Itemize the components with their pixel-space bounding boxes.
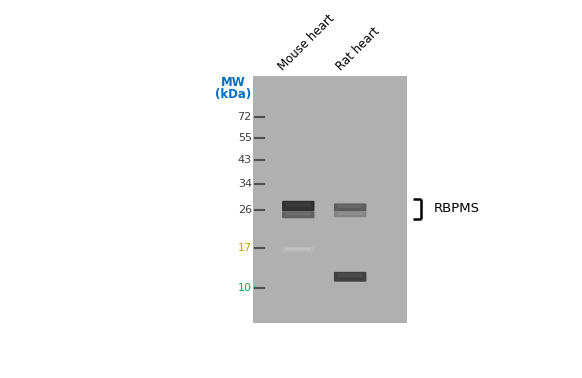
FancyBboxPatch shape — [285, 202, 311, 207]
Text: (kDa): (kDa) — [215, 88, 251, 101]
FancyBboxPatch shape — [282, 211, 314, 218]
Text: 26: 26 — [237, 205, 252, 215]
Text: 17: 17 — [237, 243, 252, 253]
Text: 72: 72 — [237, 112, 252, 122]
Text: Rat heart: Rat heart — [334, 25, 382, 73]
Text: MW: MW — [221, 76, 245, 89]
Text: 43: 43 — [237, 155, 252, 165]
FancyBboxPatch shape — [338, 273, 363, 277]
FancyBboxPatch shape — [285, 248, 311, 250]
Text: 10: 10 — [238, 284, 252, 293]
FancyBboxPatch shape — [282, 247, 314, 253]
FancyBboxPatch shape — [334, 272, 367, 282]
Text: Mouse heart: Mouse heart — [275, 12, 337, 73]
FancyBboxPatch shape — [338, 204, 363, 208]
FancyBboxPatch shape — [285, 212, 311, 215]
FancyBboxPatch shape — [282, 201, 314, 211]
Text: RBPMS: RBPMS — [434, 203, 480, 215]
FancyBboxPatch shape — [338, 212, 363, 215]
Bar — [253, 76, 406, 323]
FancyBboxPatch shape — [334, 203, 367, 212]
FancyBboxPatch shape — [334, 211, 367, 217]
Text: 55: 55 — [238, 133, 252, 144]
Text: 34: 34 — [237, 179, 252, 189]
